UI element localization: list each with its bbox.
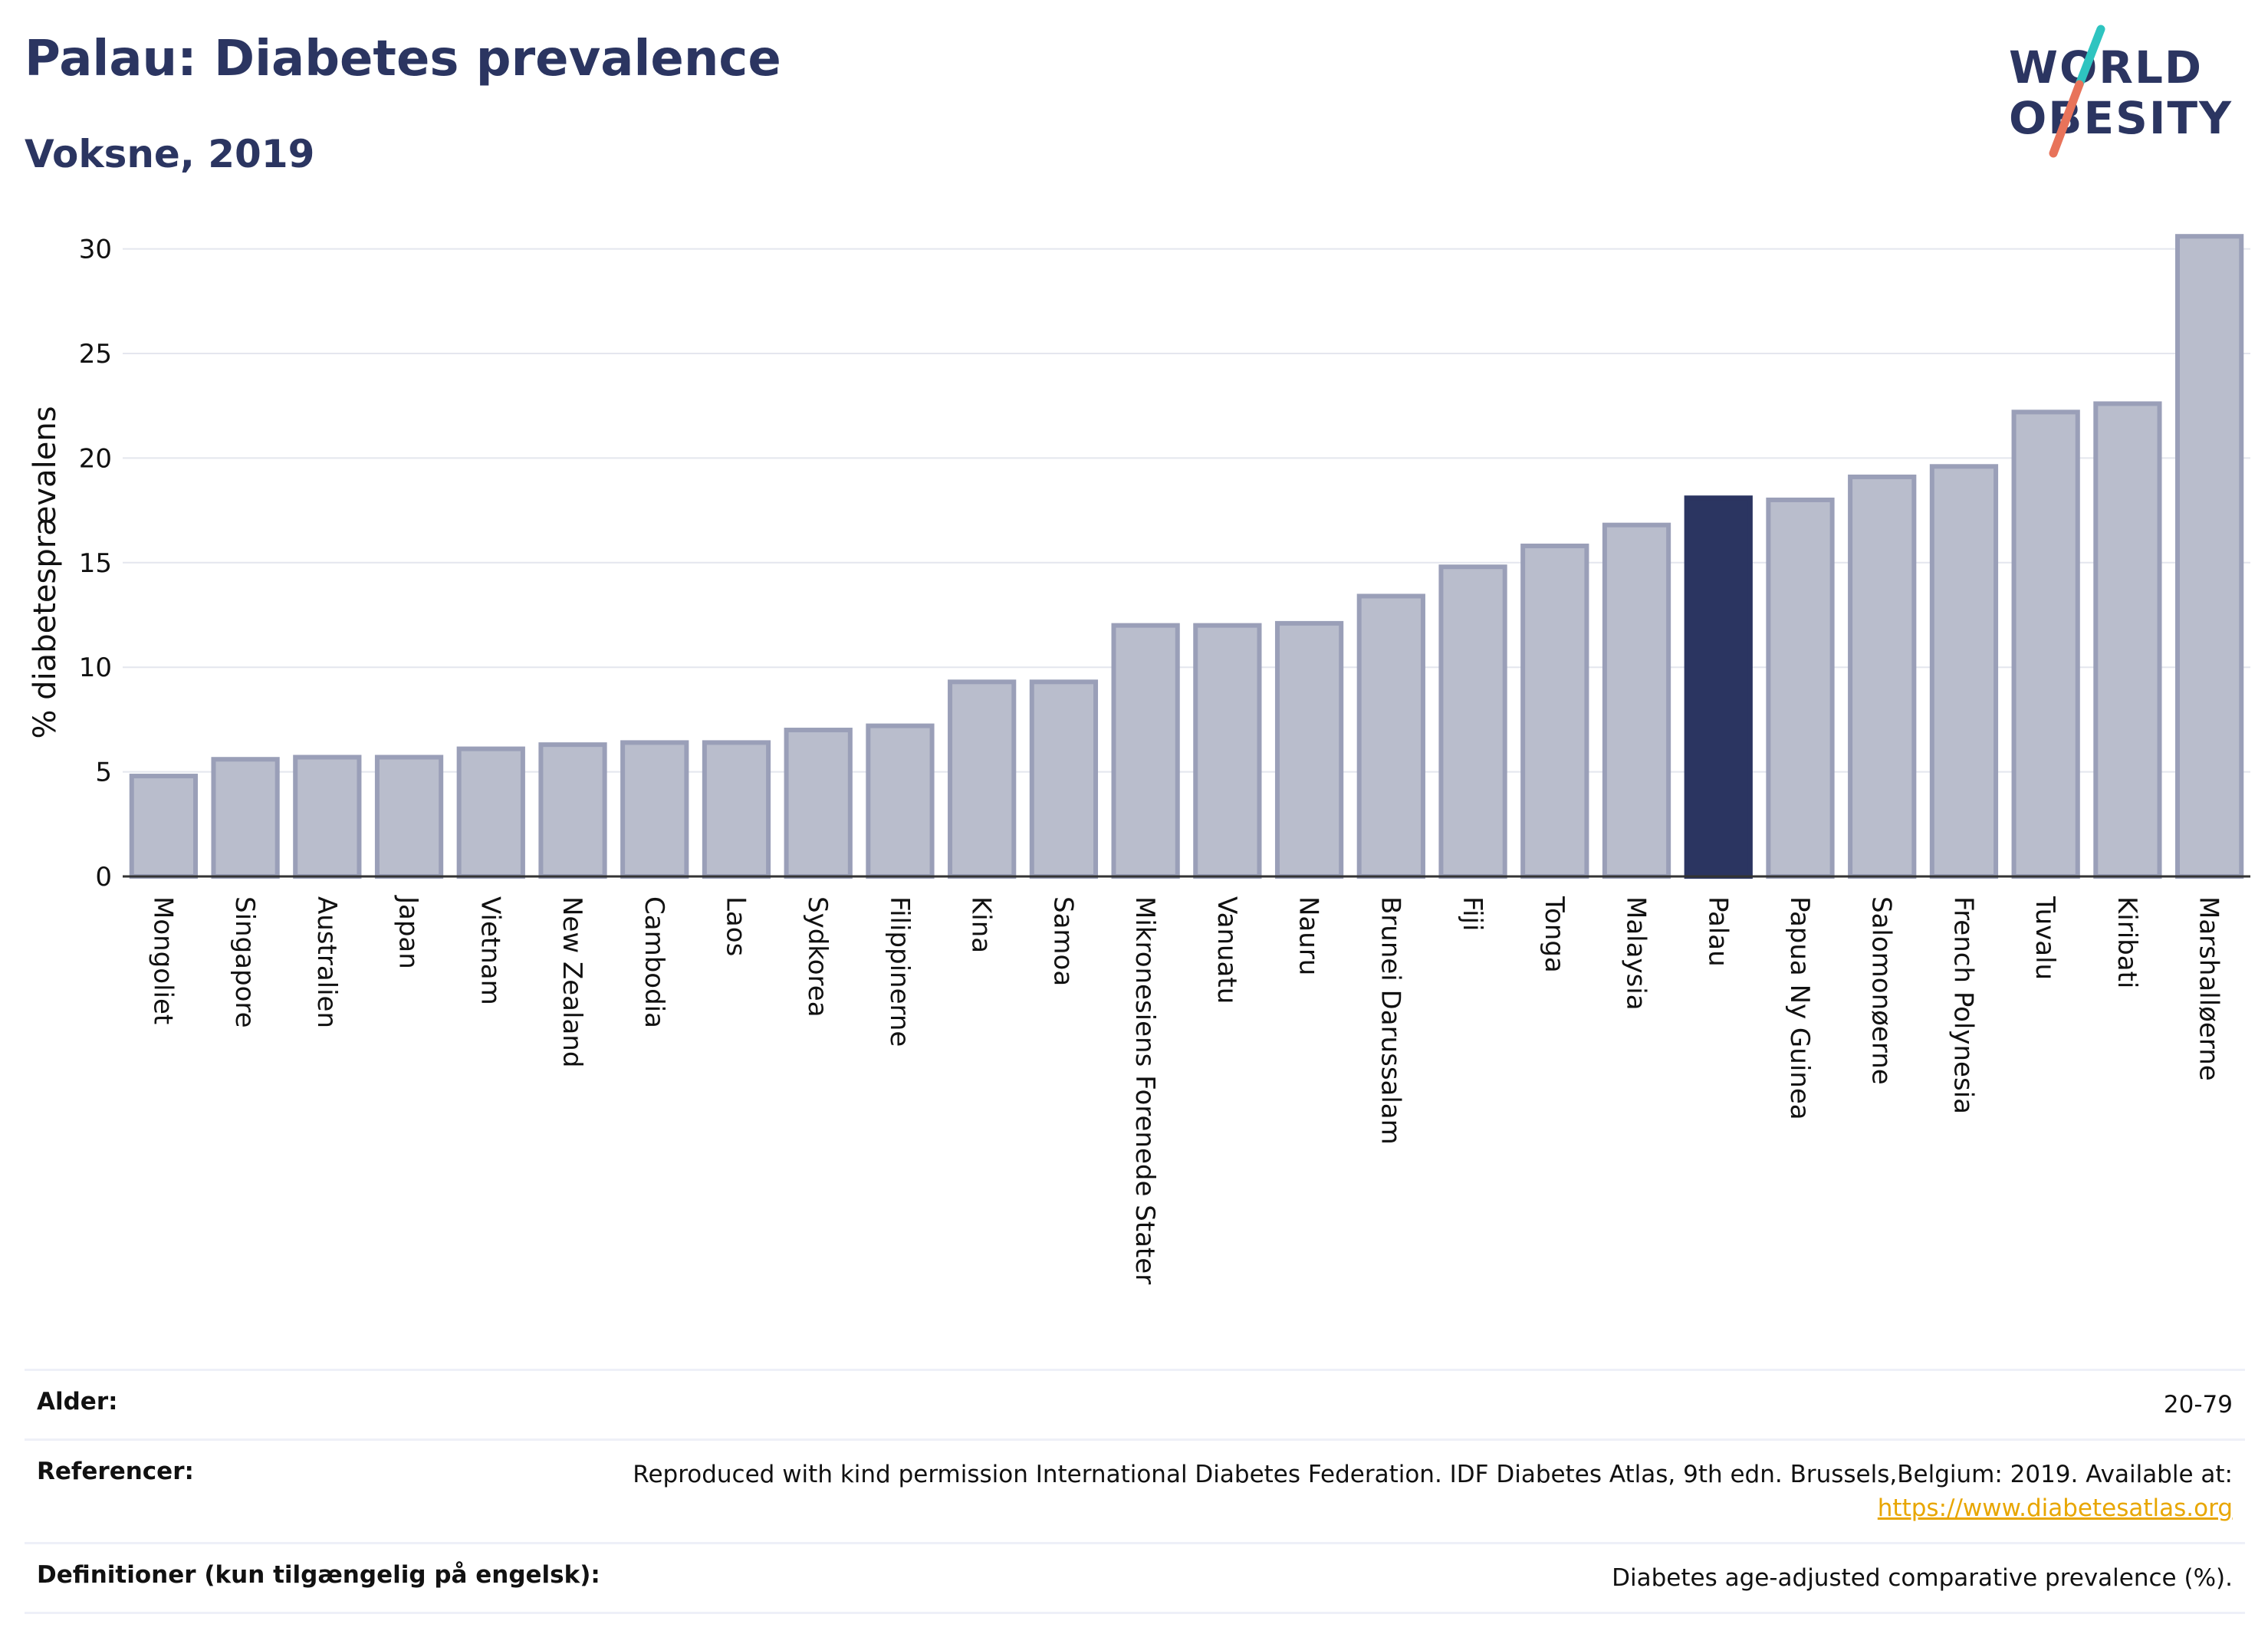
logo-slash-icon [2049, 25, 2105, 158]
y-tick-label: 25 [79, 339, 112, 370]
bar [1848, 474, 1917, 879]
x-category-label: Tonga [1539, 896, 1570, 973]
bar [784, 728, 853, 879]
meta-row-definitions: Definitioner (kun tilgængelig på engelsk… [25, 1542, 2245, 1614]
logo-word-world: WORLD [2009, 41, 2204, 94]
bar [374, 755, 444, 879]
bar [1274, 620, 1344, 879]
x-category-label: Cambodia [639, 896, 669, 1028]
bar [948, 679, 1017, 879]
x-category-label: Sydkorea [802, 896, 833, 1018]
y-tick-label: 20 [79, 443, 112, 474]
bar [620, 740, 689, 879]
world-obesity-logo: WORLD OBESITY [1994, 25, 2254, 163]
references-value: Reproduced with kind permission Internat… [633, 1458, 2233, 1525]
bar-chart: 0 5 10 15 20 25 30 Mongoliet Singapore Australie… [28, 234, 2250, 1284]
y-tick-label: 15 [79, 548, 112, 579]
x-category-label: Samoa [1047, 896, 1078, 986]
x-category-label: Mongoliet [147, 896, 178, 1024]
chart-title: Palau: Diabetes prevalence [25, 31, 781, 87]
age-value: 20-79 [2163, 1391, 2233, 1419]
bar [1520, 543, 1589, 879]
bar [538, 742, 607, 879]
y-axis-label: % diabetesprævalens [28, 406, 63, 738]
x-category-label: Fiji [1457, 896, 1487, 931]
chart-subtitle: Voksne, 2019 [25, 132, 315, 176]
y-axis-ticks: 0 5 10 15 20 25 30 [79, 235, 112, 893]
bar [1029, 679, 1099, 879]
y-tick-label: 5 [95, 758, 112, 788]
x-category-label: Malaysia [1621, 896, 1652, 1011]
bar [1929, 464, 1999, 879]
bar [2175, 234, 2244, 879]
bar [1438, 564, 1507, 879]
x-category-label: Singapore [229, 896, 260, 1028]
definitions-label: Definitioner (kun tilgængelig på engelsk… [37, 1561, 600, 1589]
x-category-label: Australien [311, 896, 342, 1028]
x-category-label: Kiribati [2112, 896, 2142, 988]
x-category-label: Brunei Darussalam [1375, 896, 1405, 1145]
x-category-label: French Polynesia [1948, 896, 1978, 1114]
references-text: Reproduced with kind permission Internat… [633, 1461, 2233, 1488]
bar [2093, 401, 2162, 879]
bar [211, 757, 280, 879]
y-tick-label: 10 [79, 653, 112, 683]
bar [1193, 623, 1262, 879]
x-category-label: Salomonøerne [1866, 896, 1897, 1085]
x-axis-labels: Mongoliet Singapore Australien Japan Vietnam… [147, 895, 2224, 1284]
x-category-label: Filippinerne [884, 896, 915, 1047]
x-category-label: Vietnam [475, 896, 505, 1005]
y-tick-label: 0 [95, 862, 112, 893]
references-label: Referencer: [37, 1458, 194, 1485]
x-category-label: Papua Ny Guinea [1784, 896, 1815, 1120]
definitions-value: Diabetes age-adjusted comparative preval… [1612, 1564, 2233, 1592]
x-category-label: Palau [1702, 896, 1733, 967]
meta-row-age: Alder: 20-79 [25, 1369, 2245, 1438]
bars [129, 234, 2244, 879]
metadata-table: Alder: 20-79 Referencer: Reproduced with… [25, 1369, 2245, 1614]
bar [2011, 409, 2080, 879]
x-category-label: Nauru [1293, 896, 1324, 975]
age-label: Alder: [37, 1388, 118, 1415]
bar [1602, 522, 1671, 879]
bar-highlight [1684, 495, 1753, 879]
bar [456, 746, 525, 879]
x-category-label: Laos [720, 896, 751, 956]
x-category-label: New Zealand [557, 896, 587, 1067]
meta-row-references: Referencer: Reproduced with kind permiss… [25, 1438, 2245, 1542]
logo-word-obesity: OBESITY [2009, 92, 2233, 144]
bar [1766, 497, 1835, 879]
x-category-label: Vanuatu [1211, 896, 1242, 1004]
x-category-label: Marshalløerne [2194, 896, 2224, 1081]
x-category-label: Tuvalu [2030, 896, 2060, 980]
bar [702, 740, 771, 879]
x-category-label: Mikronesiens Forenede Stater [1129, 896, 1160, 1284]
x-category-label: Japan [393, 895, 424, 969]
bar [1111, 623, 1180, 879]
y-tick-label: 30 [79, 235, 112, 265]
x-category-label: Kina [966, 896, 997, 953]
diabetes-atlas-link[interactable]: https://www.diabetesatlas.org [1877, 1494, 2233, 1522]
bar [866, 723, 935, 879]
bar [1356, 593, 1425, 879]
bar [129, 774, 198, 879]
bar [293, 755, 362, 879]
